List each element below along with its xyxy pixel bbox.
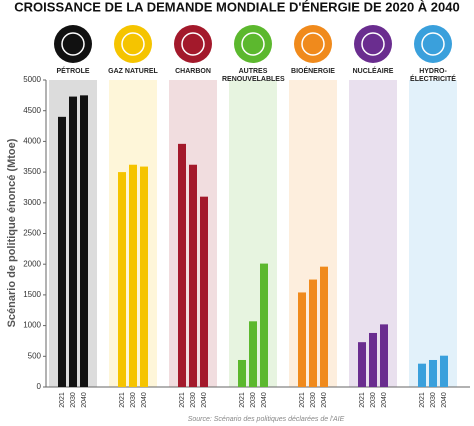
group-icon-inner (181, 32, 205, 56)
group-icon-inner (301, 32, 325, 56)
category-label: BIOÉNERGIE (291, 68, 335, 75)
x-tick-label: 2030 (130, 392, 137, 408)
x-tick-label: 2021 (419, 392, 426, 408)
x-tick-label: 2040 (201, 392, 208, 408)
bar (369, 332, 377, 387)
bar (118, 172, 126, 387)
group-icon-inner (241, 32, 265, 56)
x-tick-label: 2030 (250, 392, 257, 408)
x-tick-label: 2030 (70, 392, 77, 408)
group-icon (114, 25, 152, 63)
group-icon (54, 25, 92, 63)
bar (238, 359, 246, 387)
category-label: NUCLÉAIRE (352, 68, 394, 75)
category-label: HYDRO-ÉLECTRICITÉ (410, 68, 456, 83)
y-tick-label: 0 (37, 382, 42, 391)
group-icon (294, 25, 332, 63)
y-tick-label: 2500 (23, 229, 41, 238)
y-tick-label: 3000 (23, 198, 41, 207)
y-tick-label: 4000 (23, 137, 41, 146)
y-tick-label: 2000 (23, 259, 41, 268)
category-label: AUTRES RENOUVELABLES (222, 68, 285, 83)
y-tick-label: 500 (28, 351, 42, 360)
group-icon (414, 25, 452, 63)
group-icon (234, 25, 272, 63)
category-label: GAZ NATUREL (108, 68, 158, 75)
group-icon-inner (421, 32, 445, 56)
x-tick-label: 2030 (310, 392, 317, 408)
bar (189, 164, 197, 387)
x-tick-label: 2021 (299, 392, 306, 408)
bar (260, 263, 268, 387)
category-label: PÉTROLE (56, 68, 90, 75)
x-tick-label: 2040 (81, 392, 88, 408)
y-tick-label: 3500 (23, 167, 41, 176)
bar (249, 321, 257, 387)
y-tick-label: 4500 (23, 106, 41, 115)
category-label: CHARBON (175, 68, 211, 75)
bar (358, 342, 366, 387)
bar (380, 324, 388, 387)
x-tick-label: 2040 (321, 392, 328, 408)
bar (69, 96, 77, 387)
x-tick-label: 2030 (190, 392, 197, 408)
bar (178, 143, 186, 387)
y-tick-label: 1500 (23, 290, 41, 299)
bar (429, 359, 437, 387)
bar (80, 95, 88, 387)
bar (418, 363, 426, 387)
group-icon-inner (61, 32, 85, 56)
x-tick-label: 2030 (370, 392, 377, 408)
bar (320, 266, 328, 387)
x-tick-label: 2021 (239, 392, 246, 408)
source-note: Source: Scénario des politiques déclarée… (188, 416, 345, 423)
group-band (409, 80, 457, 387)
x-tick-label: 2040 (381, 392, 388, 408)
bar (140, 166, 148, 387)
bar (58, 116, 66, 387)
y-tick-label: 5000 (23, 75, 41, 84)
bar (309, 279, 317, 387)
x-tick-label: 2021 (359, 392, 366, 408)
group-icon (174, 25, 212, 63)
bar (129, 164, 137, 387)
bar (440, 355, 448, 387)
group-icon-inner (361, 32, 385, 56)
x-tick-label: 2040 (441, 392, 448, 408)
x-tick-label: 2021 (59, 392, 66, 408)
x-tick-label: 2030 (430, 392, 437, 408)
x-tick-label: 2040 (261, 392, 268, 408)
bar (200, 196, 208, 387)
x-tick-label: 2040 (141, 392, 148, 408)
chart-title: CROISSANCE DE LA DEMANDE MONDIALE D'ÉNER… (14, 0, 459, 14)
bar (298, 292, 306, 387)
y-tick-label: 1000 (23, 321, 41, 330)
y-axis-label: Scénario de politique énoncé (Mtoe) (6, 138, 18, 327)
x-tick-label: 2021 (179, 392, 186, 408)
group-icon-inner (121, 32, 145, 56)
group-icon (354, 25, 392, 63)
x-tick-label: 2021 (119, 392, 126, 408)
